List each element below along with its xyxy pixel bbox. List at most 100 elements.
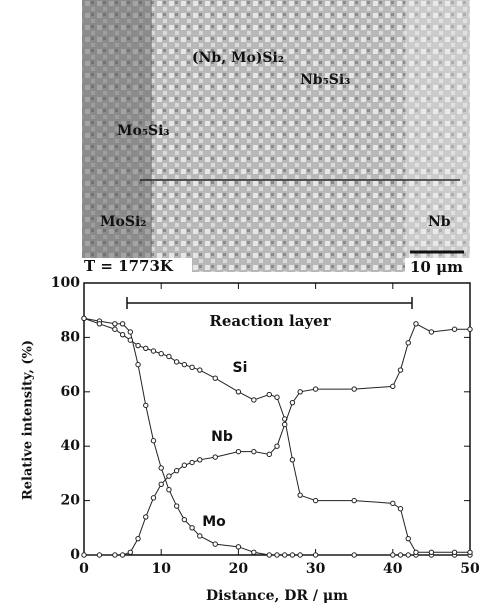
annotation: Nb [211, 429, 233, 445]
data-point [158, 351, 164, 357]
data-point [351, 552, 357, 558]
scale-bar-label: 10 μm [410, 258, 463, 276]
phase-label: (Nb, Mo)Si₂ [192, 50, 284, 66]
data-point [405, 340, 411, 346]
data-point [197, 533, 203, 539]
data-point [173, 467, 180, 474]
x-axis-label: Distance, DR / μm [206, 588, 348, 604]
data-point [150, 495, 157, 501]
phase-label: Nb₅Si₃ [300, 72, 350, 88]
data-point [289, 457, 296, 463]
data-point [112, 552, 118, 558]
data-point [312, 552, 319, 558]
data-point [143, 402, 149, 409]
x-tick-label: 30 [306, 561, 326, 577]
data-point [266, 451, 272, 458]
y-tick-label: 80 [61, 329, 81, 345]
data-point [119, 331, 126, 338]
data-point [428, 329, 435, 335]
x-tick-label: 20 [229, 561, 249, 577]
data-point [390, 383, 396, 390]
micrograph-image [82, 0, 470, 272]
y-axis-label: Relative intensity, (%) [21, 340, 36, 500]
x-tick-label: 0 [79, 561, 89, 577]
data-point [297, 492, 303, 498]
data-point [212, 375, 218, 381]
data-point [390, 500, 396, 507]
data-point [81, 552, 87, 558]
data-point [405, 552, 411, 558]
data-point [397, 552, 404, 558]
micrograph: (Nb, Mo)Si₂ Nb₅Si₃ Mo₅Si₃ MoSi₂ Nb T = 1… [82, 0, 470, 276]
y-tick-label: 20 [61, 493, 81, 509]
data-point [119, 321, 126, 327]
data-point [397, 506, 404, 512]
y-tick-label: 60 [61, 384, 81, 400]
data-point [143, 514, 149, 520]
data-point [312, 497, 319, 504]
data-point [282, 421, 288, 428]
data-point [351, 497, 357, 504]
data-point [135, 342, 141, 349]
data-point [467, 549, 473, 555]
data-point [351, 386, 357, 392]
data-point [274, 394, 280, 400]
series-line [83, 317, 470, 553]
data-point [166, 353, 172, 360]
data-point [266, 552, 272, 558]
data-point [413, 549, 419, 555]
data-point [150, 348, 157, 354]
data-point [405, 535, 411, 542]
data-point [212, 541, 218, 547]
annotation: Si [233, 360, 248, 376]
data-point [251, 448, 257, 455]
y-tick-label: 0 [70, 547, 80, 563]
phase-label: Mo₅Si₃ [117, 123, 170, 139]
data-point [158, 465, 164, 471]
label-bg [405, 258, 470, 276]
data-point [135, 361, 141, 368]
data-point [413, 321, 419, 327]
dark-region [82, 0, 152, 272]
x-tick-label: 40 [383, 561, 403, 577]
phase-label: Nb [428, 214, 451, 230]
data-point [127, 337, 134, 343]
data-point [235, 389, 242, 395]
data-point [197, 367, 203, 373]
data-point [189, 459, 195, 466]
data-point [135, 535, 141, 542]
data-point [274, 443, 280, 449]
data-point [451, 549, 458, 555]
y-tick-label: 40 [61, 438, 81, 454]
data-point [235, 544, 242, 550]
data-point [127, 549, 134, 555]
data-point [390, 552, 396, 558]
data-point [312, 386, 319, 392]
data-point [158, 481, 164, 487]
phase-label: MoSi₂ [100, 214, 146, 230]
data-point [451, 326, 458, 332]
data-point [297, 389, 303, 395]
data-point [266, 391, 272, 398]
data-point [173, 359, 180, 365]
data-point [289, 399, 296, 406]
data-point [96, 552, 103, 558]
data-point [181, 516, 188, 523]
data-point [81, 315, 87, 322]
data-point [251, 549, 257, 555]
data-point [197, 457, 203, 463]
temperature-label: T = 1773K [84, 257, 174, 275]
data-point [251, 397, 257, 403]
series-line [83, 317, 470, 556]
data-point [181, 361, 188, 368]
data-point [166, 487, 172, 493]
data-point [112, 321, 118, 327]
data-point [189, 364, 195, 371]
data-point [112, 326, 118, 332]
x-tick-label: 50 [460, 561, 480, 577]
data-point [397, 367, 404, 373]
data-point [119, 552, 126, 558]
data-point [143, 345, 149, 351]
data-point [428, 549, 435, 555]
data-point [467, 326, 473, 332]
